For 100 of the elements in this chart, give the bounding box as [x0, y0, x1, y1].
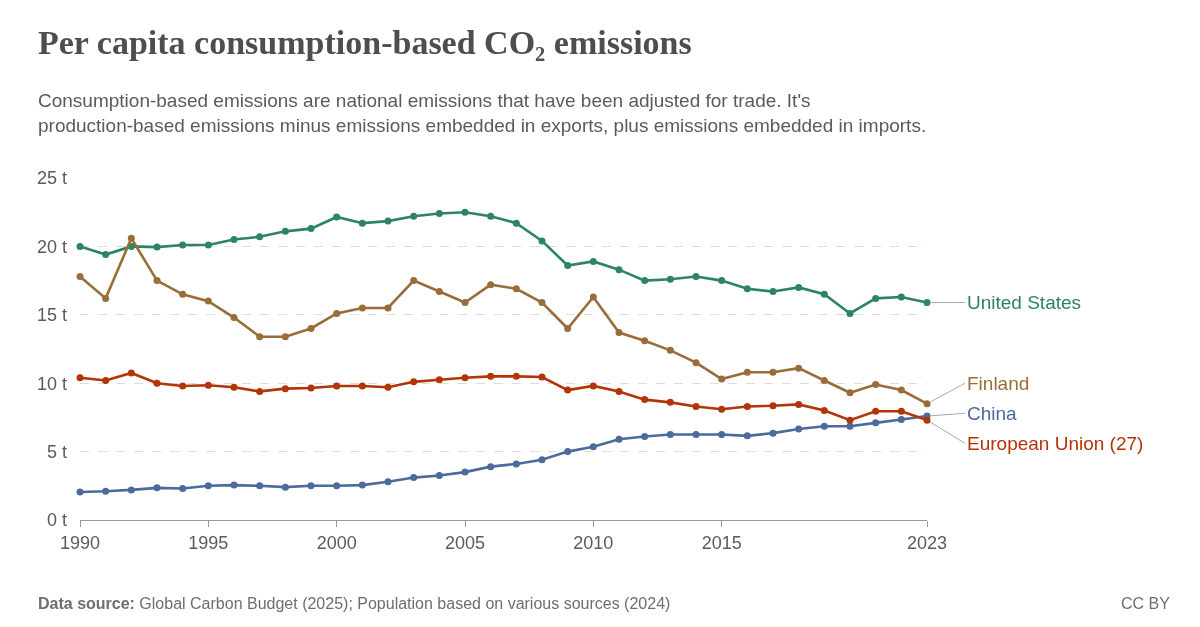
point [384, 383, 392, 391]
point [461, 468, 469, 476]
text: European Union (27) [967, 433, 1144, 454]
point [564, 262, 572, 270]
point [204, 241, 212, 249]
point [435, 472, 443, 480]
point [512, 285, 520, 293]
point [872, 407, 880, 415]
point [589, 443, 597, 451]
point [589, 293, 597, 301]
point [769, 368, 777, 376]
point [179, 485, 187, 493]
y-tick-label: 25 t [36, 168, 67, 189]
point [333, 482, 341, 490]
point [795, 400, 803, 408]
point [846, 309, 854, 317]
point [820, 407, 828, 415]
point [76, 273, 84, 280]
x-tick-label: 2000 [316, 532, 357, 553]
point [666, 275, 674, 283]
point [615, 435, 623, 443]
point [487, 212, 495, 220]
y-tick-label: 20 t [36, 236, 67, 257]
point [923, 400, 931, 408]
point [256, 482, 264, 490]
x-tick-label: 1990 [59, 532, 101, 553]
point [461, 374, 469, 382]
point [512, 219, 520, 227]
point [230, 383, 238, 391]
point [384, 478, 392, 486]
point [897, 386, 905, 394]
point [615, 329, 623, 337]
point [641, 277, 649, 285]
point [718, 375, 726, 383]
point [718, 431, 726, 438]
point [564, 324, 572, 332]
point [589, 382, 597, 390]
point [666, 346, 674, 354]
point [846, 422, 854, 430]
point [795, 283, 803, 291]
point [641, 337, 649, 345]
point [204, 482, 212, 490]
point [692, 431, 700, 438]
point [769, 288, 777, 296]
point [410, 212, 418, 220]
chart-subtitle: Consumption-based emissions are national emissions that have been adjusted for trade. It's production-based emissions minus emissions embedded in exports, plus emissions embedded in imports. [38, 90, 927, 136]
x-tick-label: 2005 [444, 532, 486, 553]
point [333, 309, 341, 317]
point [358, 481, 366, 489]
point [307, 482, 315, 490]
point [846, 389, 854, 397]
point [410, 277, 418, 285]
point [281, 227, 289, 235]
point [718, 277, 726, 285]
point [692, 273, 700, 280]
point [897, 415, 905, 423]
point [615, 266, 623, 274]
point [872, 294, 880, 302]
point [743, 402, 751, 410]
x-tick-label: 2023 [906, 532, 948, 553]
point [307, 324, 315, 332]
point [230, 481, 238, 489]
point [179, 290, 187, 298]
series-label: Finland [967, 373, 1030, 394]
chart-title: Per capita consumption-based CO₂ emissions [38, 24, 692, 61]
point [692, 402, 700, 410]
point [846, 416, 854, 424]
point [153, 243, 161, 251]
point [461, 208, 469, 216]
point [487, 372, 495, 380]
point [487, 281, 495, 289]
point [435, 210, 443, 218]
point [102, 251, 110, 259]
point [76, 374, 84, 382]
y-tick-label: 0 t [46, 510, 67, 531]
series-label: United States [967, 292, 1082, 313]
point [256, 333, 264, 341]
point [538, 373, 546, 381]
point [897, 407, 905, 415]
point [358, 382, 366, 390]
point [281, 385, 289, 393]
point [127, 369, 135, 377]
point [230, 314, 238, 322]
point [512, 460, 520, 468]
point [333, 382, 341, 390]
point [102, 376, 110, 384]
x-tick-label: 2015 [701, 532, 742, 553]
text: CC BY [1121, 595, 1171, 612]
point [307, 225, 315, 233]
point [204, 381, 212, 389]
point [512, 372, 520, 380]
series-label: China [967, 403, 1018, 424]
point [769, 402, 777, 410]
point [718, 405, 726, 413]
point [204, 297, 212, 305]
point [384, 217, 392, 225]
point [230, 236, 238, 244]
point [641, 433, 649, 441]
point [102, 487, 110, 495]
point [179, 241, 187, 249]
